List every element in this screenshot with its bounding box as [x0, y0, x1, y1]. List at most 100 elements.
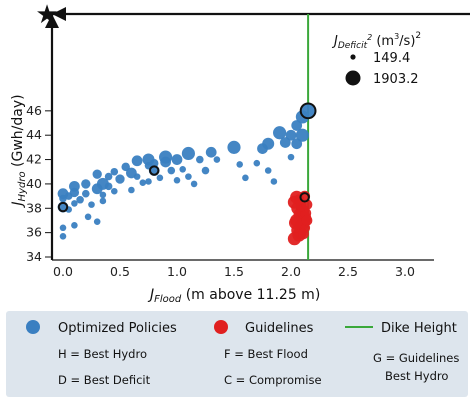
optimized-policy-point: [270, 178, 278, 185]
x-tick-label: 2.0: [281, 264, 301, 279]
note-best-flood: F = Best Flood: [224, 347, 308, 361]
y-tick-label: 46: [26, 103, 42, 118]
note-guidelines: G = Guidelines: [373, 351, 459, 365]
size-legend-large-marker: [345, 70, 361, 86]
optimized-policy-point: [156, 174, 164, 182]
optimized-policy-point: [88, 201, 95, 208]
optimized-policy-point: [196, 155, 204, 164]
highlighted-point-g: [299, 192, 310, 203]
optimized-policy-point: [104, 172, 113, 181]
legend-guidelines-marker: [214, 320, 228, 334]
optimized-policy-point: [181, 146, 195, 161]
optimized-policy-point: [71, 200, 78, 207]
optimized-policy-point: [59, 224, 67, 232]
guideline-point: [288, 216, 303, 230]
y-tick-label: 34: [26, 249, 42, 264]
size-legend: JDeficit2 (m3/s)2 149.4 1903.2: [331, 31, 421, 87]
optimized-policy-point: [139, 179, 147, 186]
legend-background: [6, 311, 468, 397]
x-tick-label: 0.5: [110, 264, 130, 279]
size-legend-large-label: 1903.2: [373, 72, 419, 87]
optimized-policy-point: [149, 158, 159, 168]
highlighted-point-h: [299, 102, 317, 120]
x-tick-label: 3.0: [395, 264, 415, 279]
highlighted-point-d: [57, 201, 69, 213]
legend-optimized-marker: [26, 320, 40, 334]
optimized-policy-point: [115, 174, 125, 184]
x-axis-label: JFlood (m above 11.25 m): [147, 287, 320, 305]
data-points: [57, 102, 317, 246]
optimized-policy-point: [93, 218, 101, 225]
y-tick-label: 40: [26, 176, 42, 191]
size-legend-small-label: 149.4: [373, 51, 410, 66]
optimized-policy-point: [128, 186, 135, 194]
optimized-policy-point: [167, 166, 176, 175]
optimized-policy-point: [285, 129, 297, 141]
legend-guidelines-label: Guidelines: [245, 321, 314, 336]
optimized-policy-point: [111, 187, 118, 195]
optimized-policy-point: [179, 166, 186, 173]
optimized-policy-point: [131, 155, 143, 167]
optimized-policy-point: [201, 166, 210, 175]
guideline-point: [298, 228, 309, 240]
x-tick-label: 1.0: [167, 264, 187, 279]
optimized-policy-point: [173, 176, 181, 184]
x-tick-label: 0.0: [53, 264, 73, 279]
optimized-policy-point: [110, 167, 119, 176]
optimized-policy-point: [253, 159, 261, 167]
y-tick-labels: 34 36 38 40 42 44 46: [26, 103, 52, 264]
optimized-policy-point: [82, 189, 90, 198]
optimized-policy-point: [133, 173, 141, 180]
x-tick-label: 1.5: [224, 264, 244, 279]
y-tick-label: 44: [26, 127, 42, 142]
highlighted-point-c: [149, 165, 160, 176]
y-tick-label: 42: [26, 152, 42, 167]
note-best-deficit: D = Best Deficit: [58, 373, 151, 387]
size-legend-title: JDeficit2 (m3/s)2: [331, 31, 421, 51]
note-best-hydro: H = Best Hydro: [58, 347, 147, 361]
optimized-policy-point: [81, 179, 91, 189]
note-guidelines-best-hydro: Best Hydro: [385, 369, 448, 383]
note-compromise: C = Compromise: [224, 373, 322, 387]
optimized-policy-point: [92, 169, 102, 179]
y-axis-label: JHydro (Gwh/day): [10, 94, 28, 208]
y-tick-label: 38: [26, 200, 42, 215]
optimized-policy-point: [76, 195, 84, 204]
optimized-policy-point: [190, 180, 198, 188]
optimized-policy-point: [242, 174, 249, 182]
optimized-policy-point: [273, 126, 287, 140]
optimized-policy-point: [205, 146, 217, 158]
legend-dike-label: Dike Height: [381, 321, 457, 336]
optimized-policy-point: [71, 222, 78, 229]
x-tick-labels: 0.0 0.5 1.0 1.5 2.0 2.5 3.0: [53, 264, 415, 279]
y-tick-label: 36: [26, 225, 42, 240]
optimized-policy-point: [213, 156, 221, 163]
legend-optimized-label: Optimized Policies: [58, 321, 177, 336]
optimized-policy-point: [104, 182, 113, 191]
optimized-policy-point: [59, 194, 67, 203]
optimized-policy-point: [59, 233, 67, 240]
optimized-policy-point: [264, 167, 272, 174]
optimized-policy-point: [99, 191, 107, 199]
optimized-policy-point: [69, 187, 80, 198]
arrow-head-left-icon: [52, 7, 66, 21]
optimized-policy-point: [171, 154, 183, 165]
optimized-policy-point: [84, 213, 92, 221]
optimized-policy-point: [99, 197, 107, 205]
optimized-policy-point: [262, 137, 275, 150]
size-legend-small-marker: [350, 54, 356, 60]
optimized-policy-point: [160, 156, 171, 168]
optimized-policy-point: [295, 128, 309, 142]
x-tick-label: 2.5: [338, 264, 358, 279]
optimized-policy-point: [300, 103, 316, 119]
arrow-head-up-icon: [45, 14, 59, 28]
guideline-point: [301, 215, 313, 226]
legend-box: Optimized Policies Guidelines Dike Heigh…: [6, 311, 468, 397]
guideline-point: [287, 232, 302, 246]
optimized-policy-point: [287, 153, 295, 161]
optimized-policy-point: [279, 137, 291, 148]
ideal-point-star-icon: ★: [35, 0, 58, 30]
optimized-policy-point: [185, 173, 192, 180]
